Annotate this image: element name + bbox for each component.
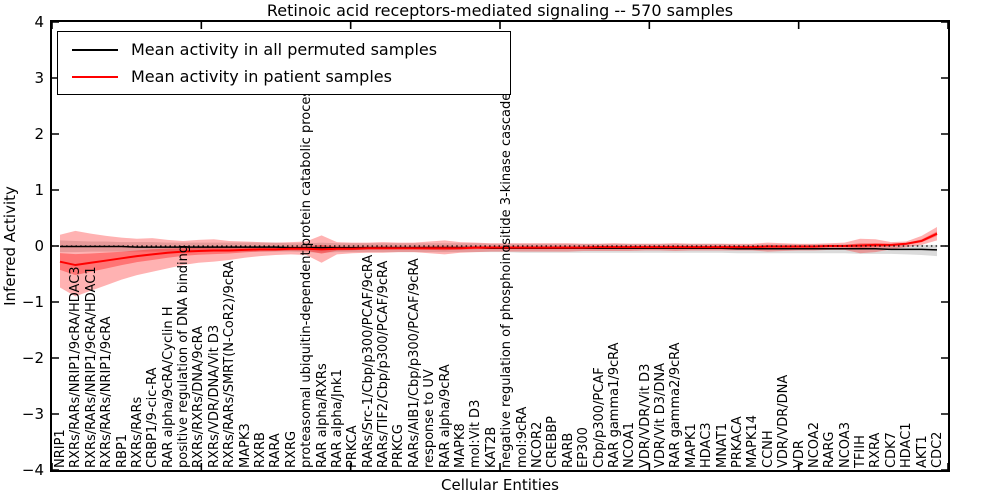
- x-tick-label: RXRs/RXRs/DNA/9cRA: [191, 325, 207, 468]
- x-tick-label: RXRB: [253, 432, 269, 468]
- x-tick-label: RAR alpha/9cRA: [437, 364, 453, 468]
- legend-label-patient: Mean activity in patient samples: [131, 67, 392, 86]
- x-tick-label: VDR/Vit D3/DNA: [653, 362, 669, 468]
- x-tick-label: negative regulation of phosphoinositide …: [499, 92, 515, 468]
- x-tick-label: RXRG: [283, 430, 299, 468]
- legend-entry-patient: Mean activity in patient samples: [72, 63, 510, 90]
- x-tick-label: RXRs/RARs/NRIP1/9cRA/HDAC1: [83, 266, 99, 468]
- x-tick-label: NRIP1: [53, 429, 68, 468]
- x-tick-label: RXRs/RARs/NRIP1/9cRA/HDAC3: [68, 266, 84, 468]
- x-tick-label: Cbp/p300/PCAF: [591, 367, 607, 468]
- x-tick-label: CCNH: [760, 430, 776, 468]
- y-tick-label: −3: [21, 405, 44, 423]
- y-tick-label: 2: [34, 125, 44, 143]
- x-tick-label: RAR alpha/RXRs: [314, 363, 330, 468]
- x-tick-label: PRKACA: [729, 416, 745, 468]
- x-tick-label: MAPK8: [453, 423, 469, 468]
- x-tick-label: TFIIH: [853, 435, 869, 468]
- x-tick-label: NCOA3: [837, 422, 853, 468]
- y-tick-label: 4: [34, 13, 44, 31]
- chart-title: Retinoic acid receptors-mediated signali…: [266, 1, 734, 20]
- x-tick-label: NCOA2: [806, 422, 822, 468]
- x-tick-label: RARs/TIF2/Cbp/p300/PCAF/9cRA: [376, 260, 392, 468]
- x-tick-label: RXRs/RARs: [129, 396, 145, 468]
- x-tick-label: PRKCG: [391, 424, 407, 468]
- legend-label-permuted: Mean activity in all permuted samples: [131, 40, 438, 59]
- x-tick-label: VDR: [791, 440, 807, 468]
- x-tick-label: MAPK14: [745, 414, 761, 468]
- x-tick-label: CREBBP: [545, 416, 561, 468]
- x-tick-label: RXRs/RARs/NRIP1/9cRA: [99, 316, 115, 468]
- y-tick-label: −2: [21, 349, 44, 367]
- y-tick-label: 0: [34, 237, 44, 255]
- x-tick-label: RBP1: [114, 433, 130, 468]
- x-tick-label: NCOR2: [529, 421, 545, 468]
- x-tick-label: CDC2: [930, 431, 945, 468]
- x-tick-label: CRBP1/9-cic-RA: [145, 367, 161, 468]
- x-tick-label: RARA: [268, 433, 284, 468]
- x-tick-label: positive regulation of DNA binding: [176, 244, 192, 468]
- axis-ticks: [52, 22, 948, 470]
- x-tick-label: RARs/AIB1/Cbp/p300/PCAF/9cRA: [406, 258, 422, 468]
- x-tick-label: PRKCA: [345, 425, 361, 468]
- x-tick-label: VDR/VDR/Vit D3: [637, 363, 653, 468]
- x-tick-label: RARB: [560, 432, 576, 468]
- x-tick-label: KAT2B: [483, 426, 499, 468]
- x-tick-label: RAR gamma1/9cRA: [606, 342, 622, 468]
- x-tick-label: RARG: [822, 431, 838, 468]
- x-tick-label: HDAC3: [699, 422, 715, 468]
- x-tick-label: MAPK3: [237, 423, 253, 468]
- x-tick-label: response to UV: [422, 369, 438, 468]
- x-tick-label: RXRA: [868, 432, 884, 468]
- x-tick-label: RAR alpha/9cRA/Cyclin H: [160, 306, 176, 468]
- x-tick-label: MNAT1: [714, 422, 730, 468]
- patient-band-outer: [60, 226, 937, 297]
- x-tick-label: AKT1: [914, 435, 930, 468]
- x-tick-label: CDK7: [883, 432, 899, 468]
- x-tick-label: RXRs/VDR/DNA/Vit D3: [206, 324, 222, 468]
- x-axis-label: Cellular Entities: [441, 476, 559, 494]
- legend-line-permuted-icon: [72, 48, 118, 51]
- legend-entry-permuted: Mean activity in all permuted samples: [72, 36, 510, 63]
- x-tick-label: HDAC1: [899, 422, 915, 468]
- x-tick-label: NCOA1: [622, 422, 638, 468]
- x-tick-label: proteasomal ubiquitin-dependent protein …: [299, 83, 315, 468]
- y-tick-label: −1: [21, 293, 44, 311]
- x-tick-label: VDR/VDR/DNA: [776, 374, 792, 468]
- x-tick-label: RARs/Src-1/Cbp/p300/PCAF/9cRA: [360, 254, 376, 468]
- x-tick-label: mol:Vit D3: [468, 399, 484, 468]
- x-tick-label: RXRs/RARs/SMRT(N-CoR2)/9cRA: [222, 260, 238, 468]
- x-tick-label: RAR alpha/Jnk1: [329, 369, 345, 468]
- y-tick-label: 1: [34, 181, 44, 199]
- plot-area: NRIP1 RXRs/RARs/NRIP1/9cRA/HDAC3 RXRs/RARs…: [50, 20, 950, 472]
- chart-canvas: [52, 22, 948, 470]
- x-tick-label: RAR gamma2/9cRA: [668, 342, 684, 468]
- y-tick-label: 3: [34, 69, 44, 87]
- x-tick-label: MAPK1: [683, 423, 699, 468]
- y-tick-label: −4: [21, 461, 44, 479]
- legend-line-patient-icon: [72, 75, 118, 78]
- x-tick-label: EP300: [576, 427, 592, 468]
- legend: Mean activity in all permuted samples Me…: [57, 31, 511, 95]
- x-tick-label: mol:9cRA: [514, 406, 530, 468]
